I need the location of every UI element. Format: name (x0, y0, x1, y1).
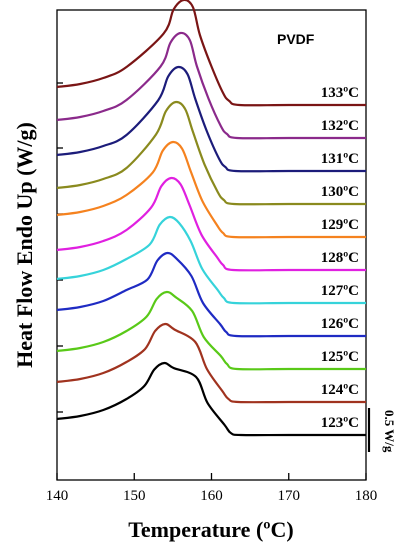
x-tick-label: 170 (278, 488, 301, 504)
curve-line (56, 215, 366, 305)
scale-bar: 0.5 W/g (367, 408, 397, 453)
y-axis-ticks (57, 82, 63, 413)
curve-label: 132ºC (321, 118, 359, 134)
curve-label: 130ºC (321, 184, 359, 200)
curve-line (56, 176, 366, 272)
x-tick-label: 180 (355, 488, 378, 504)
curve-line (56, 65, 366, 173)
x-axis-title: Temperature (ºC) (128, 517, 294, 542)
curve-label: 131ºC (321, 151, 359, 167)
curve-label: 129ºC (321, 217, 359, 233)
curve-line (56, 140, 366, 239)
curve-line (56, 251, 366, 338)
curve-line (56, 290, 366, 371)
curve-line (56, 361, 366, 437)
curve-labels: 123ºC 124ºC 125ºC 126ºC 127ºC 128ºC 129ºC 130ºC… (321, 85, 359, 431)
curve-label: 128ºC (321, 250, 359, 266)
x-tick-label: 140 (46, 488, 69, 504)
curve-line (56, 100, 366, 206)
x-tick-label: 160 (200, 488, 223, 504)
curve-label: 124ºC (321, 382, 359, 398)
curve-line (56, 0, 366, 107)
curve-label: 125ºC (321, 349, 359, 365)
curve-label: 123ºC (321, 415, 359, 431)
curve-line (56, 322, 366, 404)
x-tick-label: 150 (123, 488, 146, 504)
chart-title: PVDF (277, 31, 315, 47)
x-axis: 140 150 160 170 180 (46, 473, 378, 504)
y-axis-title: Heat Flow Endo Up (W/g) (12, 122, 37, 368)
curve-line (56, 31, 366, 140)
curve-label: 133ºC (321, 85, 359, 101)
curve-label: 127ºC (321, 283, 359, 299)
curves-group (56, 0, 366, 437)
scale-bar-label: 0.5 W/g (382, 410, 397, 453)
curve-label: 126ºC (321, 316, 359, 332)
